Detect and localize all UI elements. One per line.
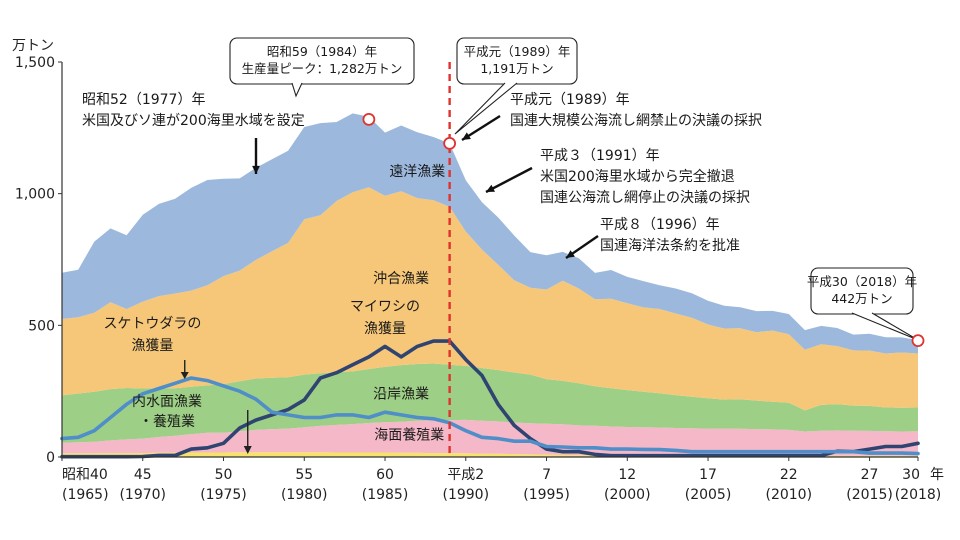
peak-marker <box>911 334 925 348</box>
line-series-0 <box>60 339 920 459</box>
annotation-text: 国連海洋法条約を批准 <box>600 237 740 254</box>
annotation-text: 昭和52（1977）年 <box>82 92 205 108</box>
annotation-box <box>456 37 578 85</box>
y-tick-label: 500 <box>28 318 55 334</box>
series-label: マイワシの <box>350 299 420 315</box>
y-tick-label: 0 <box>46 450 55 466</box>
area-label: 沖合漁業 <box>373 271 429 287</box>
x-tick-sublabel: (2010) <box>766 487 813 503</box>
x-tick-label: 22 <box>780 467 798 483</box>
x-tick-sublabel: (2018) <box>895 487 942 503</box>
x-tick-label: 50 <box>215 467 233 483</box>
y-tick-label: 1,000 <box>15 187 55 203</box>
annotation-text: 1,191万トン <box>480 61 553 76</box>
annotation-arrowhead <box>252 165 260 174</box>
annotation-text: 米国及びソ連が200海里水域を設定 <box>82 113 305 129</box>
x-tick-label: 45 <box>134 467 152 483</box>
annotation-text: 平成元（1989）年 <box>510 92 630 108</box>
annotation-text: 平成30（2018）年 <box>807 274 917 289</box>
x-tick-label: 昭和40 <box>62 467 108 483</box>
x-tick-label: 17 <box>699 467 717 483</box>
area-series-3 <box>62 187 918 411</box>
annotation-text: 生産量ピーク：1,282万トン <box>242 61 403 76</box>
y-tick-label: 1,500 <box>15 55 55 71</box>
area-series-4 <box>62 113 918 354</box>
annotation-text: 米国200海里水域から完全撤退 <box>540 168 735 185</box>
x-tick-sublabel: (1985) <box>362 487 409 503</box>
line-series-1 <box>60 376 920 456</box>
inland-arrowhead <box>243 446 252 454</box>
annotation-text: 国連大規模公海流し網禁止の決議の採択 <box>510 112 762 129</box>
annotation-arrowhead <box>462 132 471 140</box>
y-unit-label: 万トン <box>12 38 54 54</box>
annotation-text: 平成３（1991）年 <box>540 148 660 164</box>
x-tick-sublabel: (2000) <box>604 487 651 503</box>
x-tick-sublabel: (2005) <box>685 487 732 503</box>
x-tick-label: 12 <box>618 467 636 483</box>
annotation-pointer <box>454 82 518 135</box>
x-tick-sublabel: (1970) <box>119 487 166 503</box>
x-tick-label: 27 <box>861 467 879 483</box>
area-label: 遠洋漁業 <box>389 164 445 180</box>
series-label: 内水面漁業 <box>132 394 202 410</box>
area-label: 沿岸漁業 <box>373 386 429 402</box>
annotation-arrow <box>485 166 533 194</box>
x-tick-sublabel: (1980) <box>281 487 328 503</box>
area-labels: 遠洋漁業沖合漁業沿岸漁業海面養殖業内水面漁業・養殖業スケトウダラの漁獲量マイワシ… <box>103 164 445 454</box>
area-series-2 <box>62 363 918 443</box>
peak-marker <box>443 136 457 150</box>
annotation-pointer <box>291 82 303 98</box>
x-tick-sublabel: (1975) <box>200 487 247 503</box>
area-label: 海面養殖業 <box>374 427 444 444</box>
x-unit-label: 年 <box>930 467 944 483</box>
annotation-text: 平成元（1989）年 <box>464 44 571 59</box>
annotation-text: 平成８（1996）年 <box>600 217 720 233</box>
x-tick-sublabel: (2015) <box>846 487 893 503</box>
annotation-arrowhead <box>566 250 575 258</box>
stacked-areas <box>62 113 918 457</box>
annotation-text: 442万トン <box>831 291 892 306</box>
markers <box>362 113 925 348</box>
series-label: ・養殖業 <box>139 413 195 430</box>
x-tick-label: 55 <box>295 467 313 483</box>
annotation-text: 国連公海流し網停止の決議の採択 <box>540 189 750 206</box>
annotation-arrowhead <box>486 184 495 192</box>
annotation-text: 昭和59（1984）年 <box>267 44 377 59</box>
x-tick-label: 7 <box>542 467 551 483</box>
x-tick-sublabel: (1965) <box>62 487 109 503</box>
x-tick-label: 平成2 <box>447 467 484 483</box>
x-tick-label: 60 <box>376 467 394 483</box>
series-label: 漁獲量 <box>131 338 173 354</box>
annotation-box <box>229 37 415 85</box>
x-tick-sublabel: (1995) <box>523 487 570 503</box>
x-tick-sublabel: (1990) <box>442 487 489 503</box>
pollock-arrowhead <box>180 372 189 379</box>
series-label: 漁獲量 <box>364 321 406 337</box>
peak-marker <box>362 113 376 126</box>
series-label: スケトウダラの <box>103 316 201 332</box>
x-tick-label: 30 <box>902 467 920 483</box>
series-lines <box>60 339 920 459</box>
